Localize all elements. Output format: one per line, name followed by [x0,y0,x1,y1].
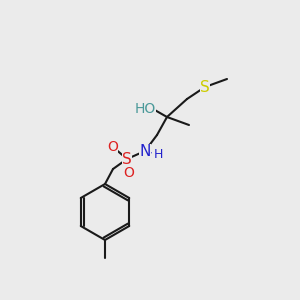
Text: N: N [139,143,151,158]
Text: S: S [200,80,210,94]
Text: O: O [108,140,118,154]
Text: O: O [124,166,134,180]
Text: S: S [122,152,132,166]
Text: HO: HO [134,102,156,116]
Text: H: H [153,148,163,161]
